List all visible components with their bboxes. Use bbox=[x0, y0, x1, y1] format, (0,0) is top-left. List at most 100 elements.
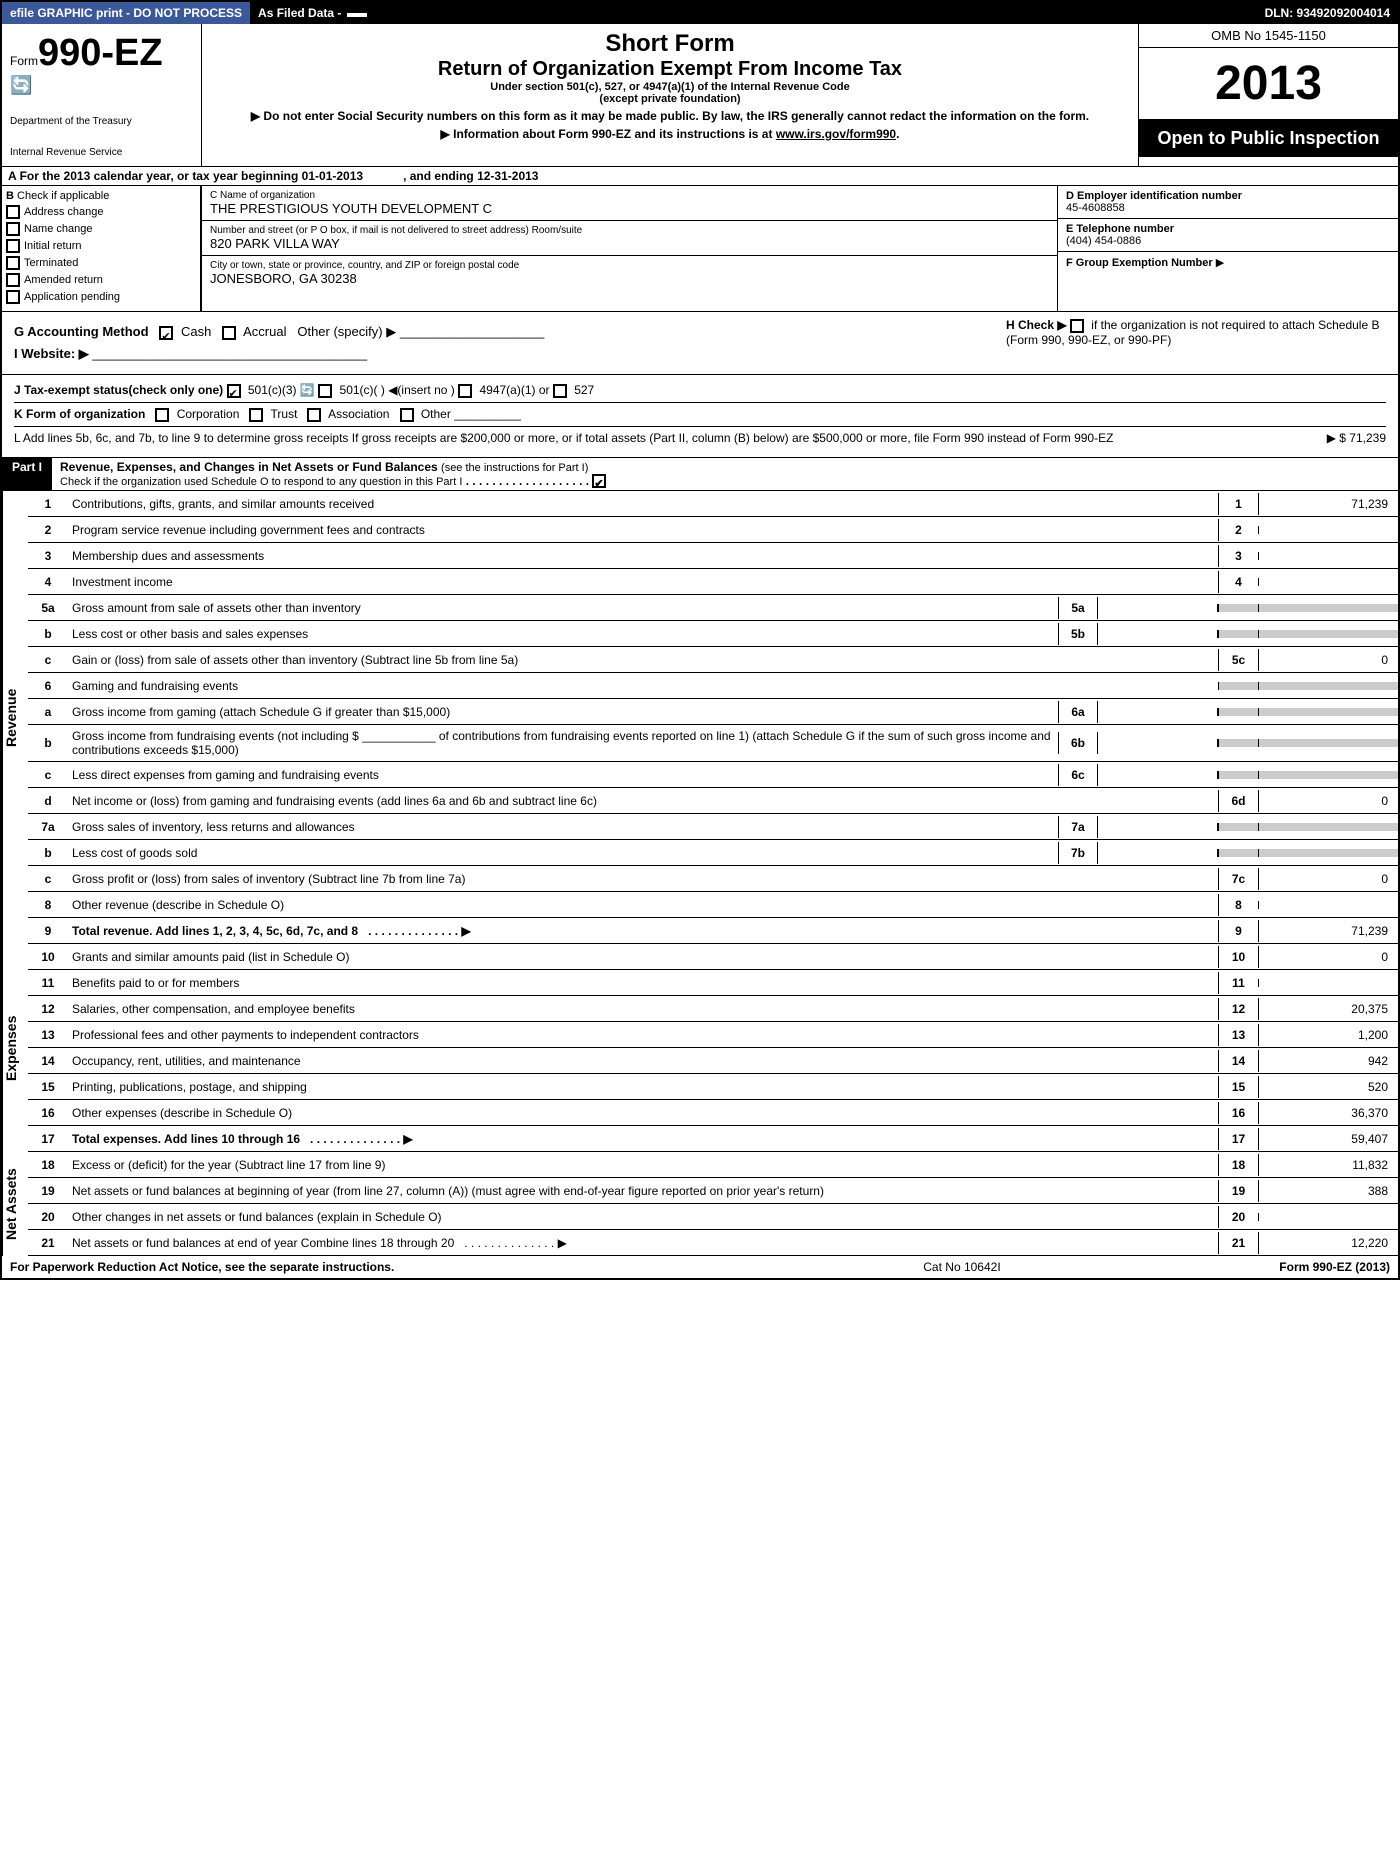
chk-initial[interactable] bbox=[6, 239, 20, 253]
netassets-section: Net Assets 18Excess or (deficit) for the… bbox=[2, 1152, 1398, 1256]
line-row: 18Excess or (deficit) for the year (Subt… bbox=[28, 1152, 1398, 1178]
h-note: H Check ▶ if the organization is not req… bbox=[1006, 318, 1386, 347]
footer-left: For Paperwork Reduction Act Notice, see … bbox=[10, 1260, 645, 1274]
omb-number: OMB No 1545-1150 bbox=[1139, 24, 1398, 48]
chk-amended[interactable] bbox=[6, 273, 20, 287]
top-bar: efile GRAPHIC print - DO NOT PROCESS As … bbox=[2, 2, 1398, 24]
box-c: C Name of organizationTHE PRESTIGIOUS YO… bbox=[202, 186, 1058, 311]
section-jkl: J Tax-exempt status(check only one) 501(… bbox=[2, 375, 1398, 458]
ssn-warning: Do not enter Social Security numbers on … bbox=[214, 109, 1126, 123]
chk-address[interactable] bbox=[6, 205, 20, 219]
city-val: JONESBORO, GA 30238 bbox=[210, 271, 1049, 286]
line-row: 1Contributions, gifts, grants, and simil… bbox=[28, 491, 1398, 517]
revenue-section: Revenue 1Contributions, gifts, grants, a… bbox=[2, 491, 1398, 944]
chk-name[interactable] bbox=[6, 222, 20, 236]
part1-label: Part I bbox=[2, 458, 52, 491]
ein-label: D Employer identification number bbox=[1066, 190, 1242, 202]
line-row: 14Occupancy, rent, utilities, and mainte… bbox=[28, 1048, 1398, 1074]
line-row: 12Salaries, other compensation, and empl… bbox=[28, 996, 1398, 1022]
phone-val: (404) 454-0886 bbox=[1066, 235, 1390, 247]
box-b: B Check if applicable Address change Nam… bbox=[2, 186, 202, 311]
subtitle-2: (except private foundation) bbox=[214, 93, 1126, 105]
footer-mid: Cat No 10642I bbox=[645, 1260, 1280, 1274]
line-row: 11Benefits paid to or for members11 bbox=[28, 970, 1398, 996]
chk-terminated[interactable] bbox=[6, 256, 20, 270]
header-right: OMB No 1545-1150 2013 Open to Public Ins… bbox=[1138, 24, 1398, 166]
street-val: 820 PARK VILLA WAY bbox=[210, 236, 1049, 251]
l-text: L Add lines 5b, 6c, and 7b, to line 9 to… bbox=[14, 431, 1226, 445]
chk-trust[interactable] bbox=[249, 408, 263, 422]
line-row: bGross income from fundraising events (n… bbox=[28, 725, 1398, 762]
section-ghi: H Check ▶ if the organization is not req… bbox=[2, 312, 1398, 375]
line-row: 10Grants and similar amounts paid (list … bbox=[28, 944, 1398, 970]
line-row: 17Total expenses. Add lines 10 through 1… bbox=[28, 1126, 1398, 1152]
sched-o-note: Check if the organization used Schedule … bbox=[60, 476, 462, 488]
website-label: I Website: ▶ bbox=[14, 346, 89, 361]
line-row: dNet income or (loss) from gaming and fu… bbox=[28, 788, 1398, 814]
chk-h[interactable] bbox=[1070, 319, 1084, 333]
tax-year: 2013 bbox=[1139, 48, 1398, 120]
line-row: cLess direct expenses from gaming and fu… bbox=[28, 762, 1398, 788]
box-de: D Employer identification number45-46088… bbox=[1058, 186, 1398, 311]
side-revenue: Revenue bbox=[2, 491, 28, 944]
line-row: 19Net assets or fund balances at beginni… bbox=[28, 1178, 1398, 1204]
chk-assoc[interactable] bbox=[307, 408, 321, 422]
org-name: THE PRESTIGIOUS YOUTH DEVELOPMENT C bbox=[210, 201, 1049, 216]
chk-4947[interactable] bbox=[458, 384, 472, 398]
line-row: 16Other expenses (describe in Schedule O… bbox=[28, 1100, 1398, 1126]
header-left: Form990-EZ 🔄 Department of the Treasury … bbox=[2, 24, 202, 166]
chk-527[interactable] bbox=[553, 384, 567, 398]
city-label: City or town, state or province, country… bbox=[210, 260, 1049, 271]
line-row: 5aGross amount from sale of assets other… bbox=[28, 595, 1398, 621]
line-row: aGross income from gaming (attach Schedu… bbox=[28, 699, 1398, 725]
chk-pending[interactable] bbox=[6, 290, 20, 304]
line-row: 6Gaming and fundraising events bbox=[28, 673, 1398, 699]
subtitle-1: Under section 501(c), 527, or 4947(a)(1)… bbox=[214, 81, 1126, 93]
side-expenses: Expenses bbox=[2, 944, 28, 1152]
org-name-label: C Name of organization bbox=[210, 190, 1049, 201]
dept-treasury: Department of the Treasury bbox=[10, 116, 193, 127]
l-val: ▶ $ 71,239 bbox=[1226, 431, 1386, 445]
g-label: G Accounting Method bbox=[14, 324, 149, 339]
footer-right: Form 990-EZ (2013) bbox=[1279, 1260, 1390, 1274]
group-label: F Group Exemption Number bbox=[1066, 257, 1213, 269]
row-a: A For the 2013 calendar year, or tax yea… bbox=[2, 167, 1398, 186]
line-row: 8Other revenue (describe in Schedule O)8 bbox=[28, 892, 1398, 918]
chk-other[interactable] bbox=[400, 408, 414, 422]
line-row: 21Net assets or fund balances at end of … bbox=[28, 1230, 1398, 1256]
asfiled-label: As Filed Data - bbox=[250, 2, 1257, 24]
part1-title: Revenue, Expenses, and Changes in Net As… bbox=[60, 460, 438, 474]
line-row: 4Investment income4 bbox=[28, 569, 1398, 595]
line-row: 15Printing, publications, postage, and s… bbox=[28, 1074, 1398, 1100]
line-row: 20Other changes in net assets or fund ba… bbox=[28, 1204, 1398, 1230]
line-row: bLess cost or other basis and sales expe… bbox=[28, 621, 1398, 647]
chk-corp[interactable] bbox=[155, 408, 169, 422]
phone-label: E Telephone number bbox=[1066, 223, 1174, 235]
j-label: J Tax-exempt status(check only one) bbox=[14, 383, 223, 397]
irs-link[interactable]: www.irs.gov/form990 bbox=[776, 127, 896, 141]
form-prefix: Form bbox=[10, 54, 38, 68]
short-form-title: Short Form bbox=[214, 30, 1126, 58]
chk-501c3[interactable] bbox=[227, 384, 241, 398]
k-label: K Form of organization bbox=[14, 407, 145, 421]
chk-501c[interactable] bbox=[318, 384, 332, 398]
line-row: 9Total revenue. Add lines 1, 2, 3, 4, 5c… bbox=[28, 918, 1398, 944]
efile-label: efile GRAPHIC print - DO NOT PROCESS bbox=[2, 2, 250, 24]
line-row: cGross profit or (loss) from sales of in… bbox=[28, 866, 1398, 892]
line-row: 13Professional fees and other payments t… bbox=[28, 1022, 1398, 1048]
line-row: cGain or (loss) from sale of assets othe… bbox=[28, 647, 1398, 673]
info-link-line: Information about Form 990-EZ and its in… bbox=[214, 127, 1126, 141]
dept-irs: Internal Revenue Service bbox=[10, 147, 193, 158]
side-netassets: Net Assets bbox=[2, 1152, 28, 1256]
chk-sched-o[interactable] bbox=[592, 474, 606, 488]
ein-val: 45-4608858 bbox=[1066, 202, 1390, 214]
footer: For Paperwork Reduction Act Notice, see … bbox=[2, 1256, 1398, 1278]
part1-header: Part I Revenue, Expenses, and Changes in… bbox=[2, 458, 1398, 492]
open-inspection: Open to Public Inspection bbox=[1139, 120, 1398, 157]
street-label: Number and street (or P O box, if mail i… bbox=[210, 225, 1049, 236]
chk-accrual[interactable] bbox=[222, 326, 236, 340]
line-row: 7aGross sales of inventory, less returns… bbox=[28, 814, 1398, 840]
chk-cash[interactable] bbox=[159, 326, 173, 340]
return-title: Return of Organization Exempt From Incom… bbox=[214, 58, 1126, 81]
line-row: 2Program service revenue including gover… bbox=[28, 517, 1398, 543]
